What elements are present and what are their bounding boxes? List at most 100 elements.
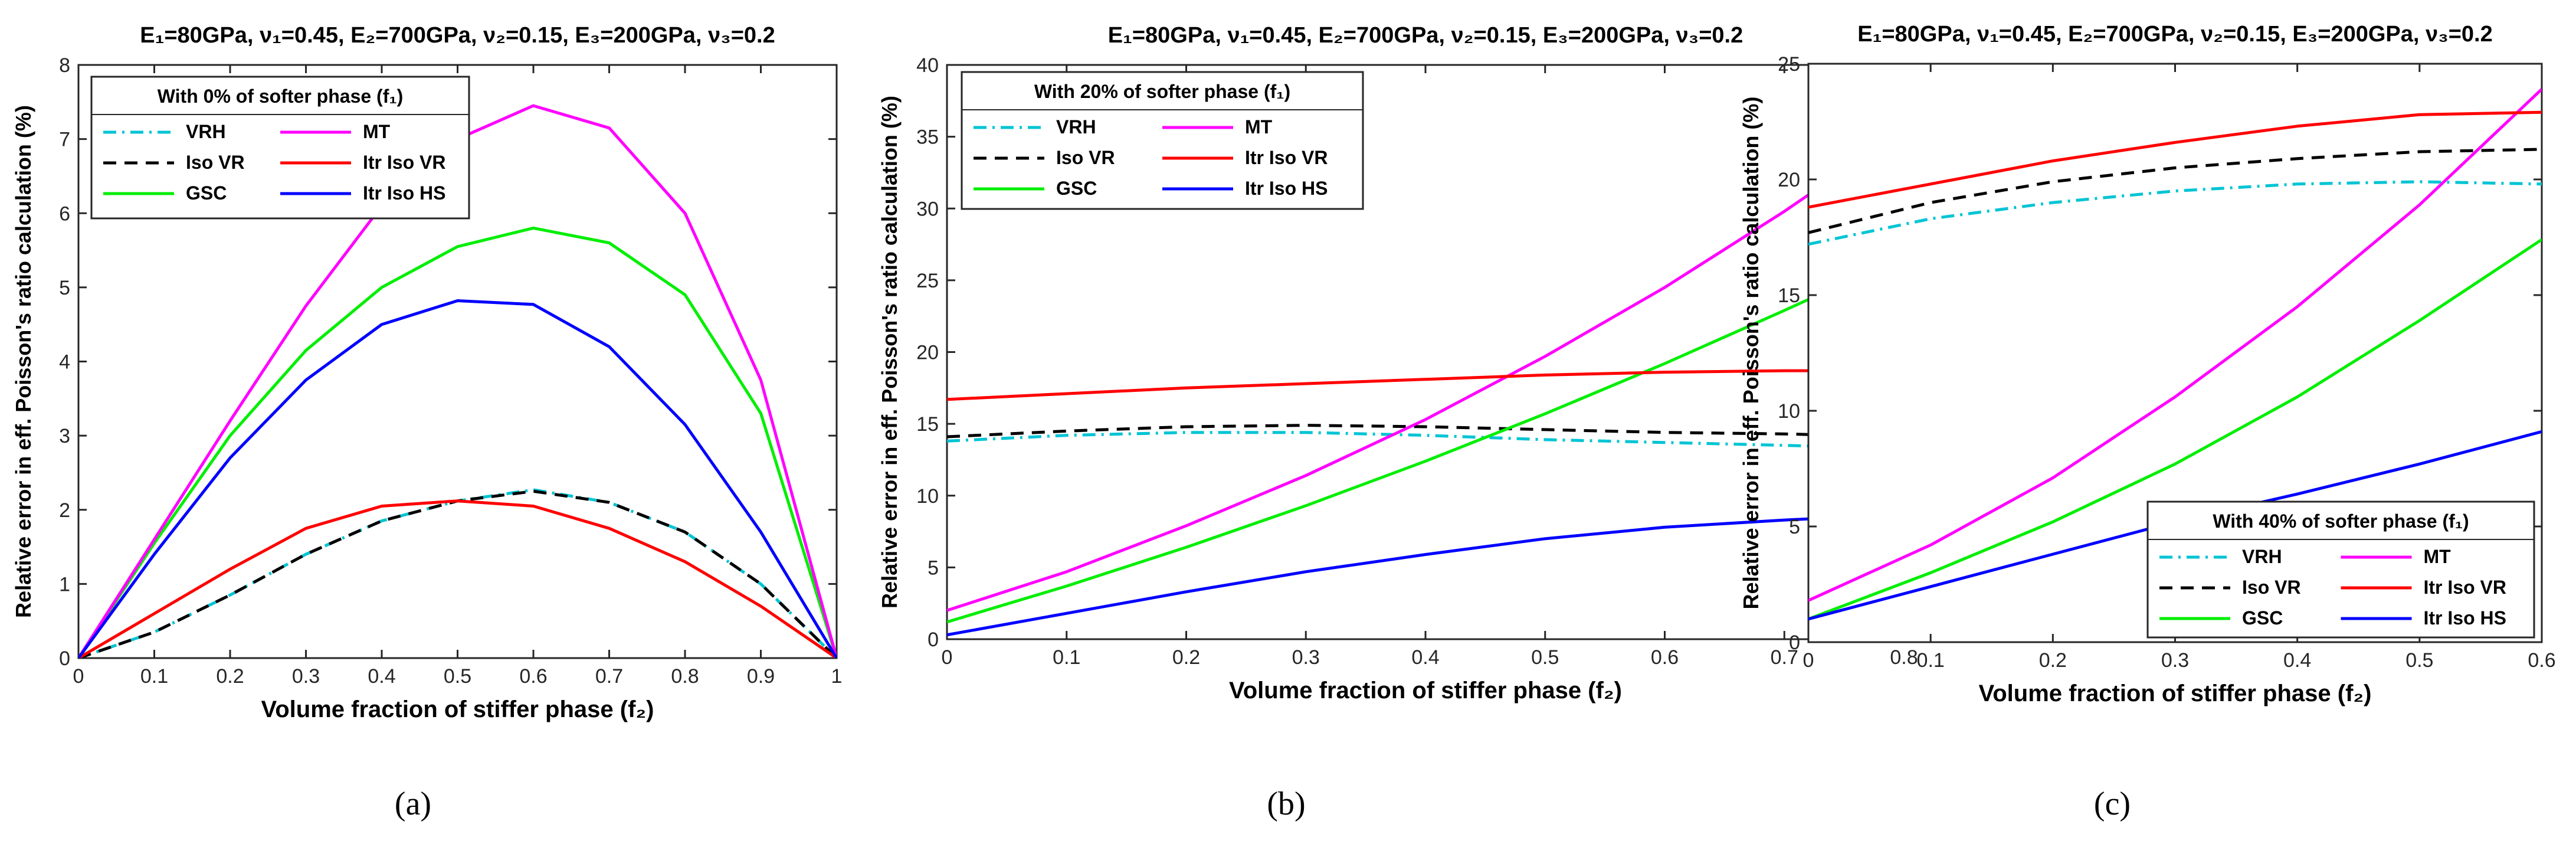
panel-a-series-itr-iso-hs [78, 299, 837, 658]
panel-b-y-tick-label: 5 [928, 557, 939, 579]
panel-c-x-tick-label: 0.1 [1917, 649, 1945, 672]
panel-a-x-tick-label: 1 [831, 665, 843, 688]
panel-c-y-tick-label: 20 [1778, 169, 1800, 191]
panel-b-series-vrh [947, 431, 1904, 450]
panel-b-legend-label-iso-vr: Iso VR [1056, 147, 1115, 168]
panel-b-series-mt [947, 128, 1904, 612]
panel-b-x-tick-label: 0.1 [1053, 646, 1080, 669]
panel-b-x-tick-label: 0.8 [1890, 646, 1918, 669]
panel-b-x-tick-label: 0.4 [1411, 646, 1439, 669]
panel-b-x-tick-label: 0.7 [1771, 646, 1798, 669]
panel-c-x-tick-label: 0.6 [2528, 649, 2555, 672]
panel-b-y-tick-label: 20 [916, 342, 939, 364]
panel-c-y-tick-label: 0 [1789, 632, 1800, 654]
panel-c-legend-label-iso-vr: Iso VR [2242, 577, 2301, 598]
panel-c-series-iso-vr [1808, 148, 2542, 234]
panel-c-y-tick-label: 5 [1789, 516, 1800, 538]
panel-c-y-axis-label: Relative error in eff. Poisson's ratio c… [1739, 97, 1763, 610]
panel-c-legend-box [2146, 500, 2535, 639]
panel-b-y-tick-label: 15 [916, 413, 939, 436]
panel-b-series-itr-iso-vr [947, 369, 1904, 401]
panel-b-y-tick-label: 40 [916, 54, 939, 77]
panel-a-legend-label-itr-iso-vr: Itr Iso VR [363, 152, 445, 173]
panel-a-x-tick-label: 0.6 [519, 665, 547, 688]
panel-a: E₁=80GPa, ν₁=0.45, E₂=700GPa, ν₂=0.15, E… [11, 23, 842, 822]
panel-c-x-tick-label: 0.5 [2405, 649, 2433, 672]
panel-c-legend-label-itr-iso-vr: Itr Iso VR [2424, 577, 2506, 598]
panel-c: E₁=80GPa, ν₁=0.45, E₂=700GPa, ν₂=0.15, E… [1739, 22, 2556, 822]
panel-a-legend-label-iso-vr: Iso VR [186, 152, 245, 173]
panel-b-x-tick-label: 0.2 [1172, 646, 1200, 669]
panel-a-y-tick-label: 8 [59, 54, 70, 77]
panel-b-y-tick-label: 35 [916, 126, 939, 149]
panel-c-series-mt [1808, 88, 2542, 602]
panel-b-x-tick-label: 0 [942, 646, 953, 669]
panel-a-y-tick-label: 7 [59, 129, 70, 151]
panel-a-x-tick-label: 0.3 [292, 665, 320, 688]
panel-a-title: E₁=80GPa, ν₁=0.45, E₂=700GPa, ν₂=0.15, E… [140, 23, 775, 48]
panel-c-caption: (c) [2094, 786, 2131, 822]
panel-a-series-itr-iso-vr [78, 499, 837, 658]
panel-b-legend-box [961, 71, 1364, 210]
panel-a-y-tick-label: 5 [59, 277, 70, 299]
panel-c-y-tick-label: 25 [1778, 53, 1800, 76]
panel-a-y-tick-label: 1 [59, 573, 70, 596]
panel-c-legend-label-itr-iso-hs: Itr Iso HS [2424, 607, 2506, 629]
panel-c-x-axis-label: Volume fraction of stiffer phase (f₂) [1979, 681, 2372, 706]
panel-c-series-gsc [1808, 238, 2542, 621]
panel-a-x-tick-label: 0.5 [444, 665, 471, 688]
panel-a-y-tick-label: 6 [59, 202, 70, 225]
panel-c-title: E₁=80GPa, ν₁=0.45, E₂=700GPa, ν₂=0.15, E… [1857, 22, 2492, 47]
panel-b-y-tick-label: 10 [916, 485, 939, 508]
panel-a-legend-label-mt: MT [363, 121, 391, 142]
panel-b-title: E₁=80GPa, ν₁=0.45, E₂=700GPa, ν₂=0.15, E… [1108, 23, 1743, 48]
panel-a-x-tick-label: 0.4 [368, 665, 395, 688]
panel-c-legend: With 40% of softer phase (f₁) VRH MT Iso VR… [2146, 500, 2535, 639]
panel-b-caption: (b) [1267, 786, 1305, 822]
panel-a-y-tick-label: 4 [59, 351, 70, 374]
panel-b-y-tick-label: 30 [916, 198, 939, 220]
panel-b-legend-label-itr-iso-vr: Itr Iso VR [1245, 147, 1328, 168]
panel-a-x-tick-label: 0.9 [747, 665, 775, 688]
panel-c-x-tick-label: 0 [1803, 649, 1814, 672]
panel-c-y-tick-label: 15 [1778, 284, 1800, 307]
panel-b-legend-label-gsc: GSC [1056, 178, 1097, 199]
panel-a-legend-label-itr-iso-hs: Itr Iso HS [363, 182, 445, 204]
panel-b-legend-label-mt: MT [1245, 116, 1273, 138]
panel-a-y-tick-label: 3 [59, 425, 70, 447]
panel-a-caption: (a) [395, 786, 431, 822]
panel-a-legend-title: With 0% of softer phase (f₁) [158, 86, 404, 107]
panel-b-y-tick-label: 25 [916, 270, 939, 292]
panel-c-x-tick-label: 0.4 [2283, 649, 2311, 672]
panel-c-x-tick-label: 0.3 [2161, 649, 2189, 672]
panel-b-y-axis-label: Relative error in eff. Poisson's ratio c… [877, 96, 902, 609]
panel-b: E₁=80GPa, ν₁=0.45, E₂=700GPa, ν₂=0.15, E… [877, 23, 1918, 822]
panel-b-series-iso-vr [947, 424, 1904, 439]
panel-b-legend-label-itr-iso-hs: Itr Iso HS [1245, 178, 1328, 199]
panel-a-legend-label-vrh: VRH [186, 121, 226, 142]
panel-c-legend-title: With 40% of softer phase (f₁) [2213, 511, 2469, 532]
panel-c-legend-label-gsc: GSC [2242, 607, 2283, 629]
panel-a-legend: With 0% of softer phase (f₁) VRH MT Iso VR I… [90, 76, 470, 220]
panel-b-x-axis-label: Volume fraction of stiffer phase (f₂) [1229, 678, 1622, 704]
panel-a-x-tick-label: 0.2 [216, 665, 244, 688]
panel-b-y-tick-label: 0 [928, 629, 939, 651]
panel-a-y-axis-label: Relative error in eff. Poisson's ratio c… [11, 105, 35, 618]
panel-a-x-tick-label: 0.8 [671, 665, 699, 688]
panel-b-legend: With 20% of softer phase (f₁) VRH MT Iso VR… [961, 71, 1364, 210]
panel-b-x-tick-label: 0.5 [1531, 646, 1559, 669]
panel-a-x-tick-label: 0.7 [595, 665, 623, 688]
panel-c-legend-label-mt: MT [2424, 546, 2452, 567]
panel-a-y-tick-label: 0 [59, 647, 70, 670]
panel-b-x-tick-label: 0.3 [1292, 646, 1320, 669]
panel-b-legend-label-vrh: VRH [1056, 116, 1096, 138]
panel-a-series-gsc [78, 226, 837, 658]
panel-b-series-gsc [947, 254, 1904, 624]
panel-c-legend-label-vrh: VRH [2242, 546, 2282, 567]
panel-c-x-tick-label: 0.2 [2039, 649, 2067, 672]
panel-a-legend-label-gsc: GSC [186, 182, 227, 204]
panel-a-y-tick-label: 2 [59, 499, 70, 522]
panel-a-x-axis-label: Volume fraction of stiffer phase (f₂) [261, 696, 654, 722]
panel-b-series-itr-iso-hs [947, 512, 1904, 637]
